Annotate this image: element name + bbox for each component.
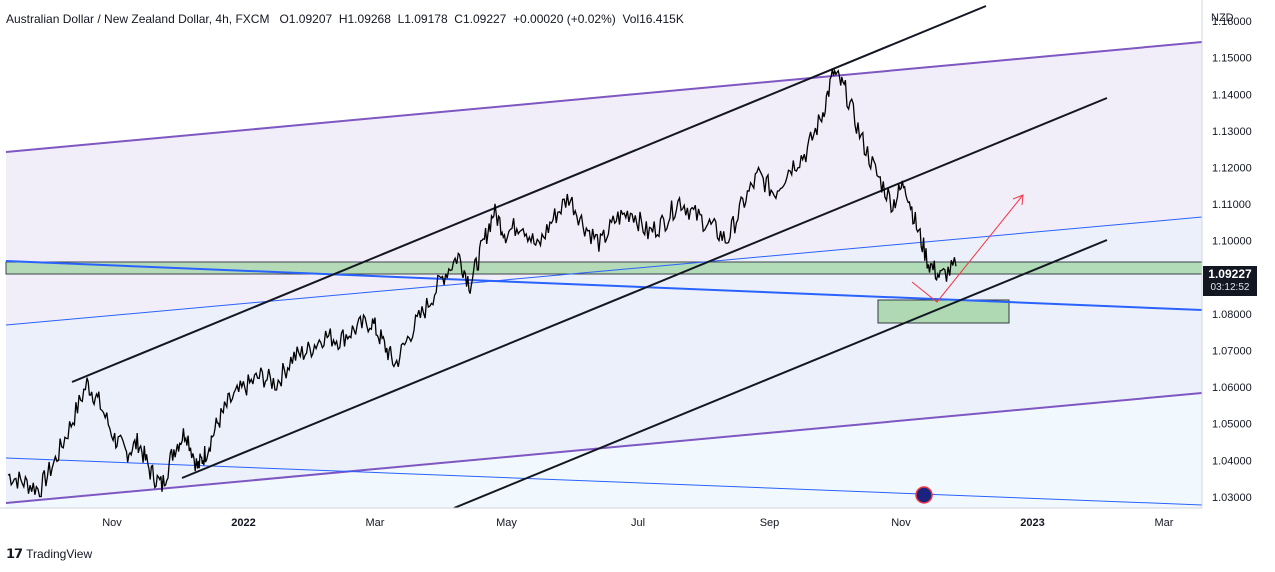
blue-trend-bottom	[5, 457, 1202, 506]
time-tick-label: Nov	[891, 517, 911, 529]
target-zone	[877, 299, 1010, 324]
price-tick-label: 1.05000	[1212, 419, 1252, 431]
tradingview-logo-icon: 𝟭𝟳	[6, 546, 23, 561]
price-tick-label: 1.12000	[1212, 163, 1252, 175]
close-value: C1.09227	[454, 12, 507, 26]
price-tick-label: 1.03000	[1212, 492, 1252, 504]
purple-channel-bottom	[5, 392, 1202, 504]
support-zone	[5, 261, 1202, 275]
brand-label: TradingView	[26, 547, 93, 561]
time-tick-label: Mar	[366, 517, 385, 529]
time-tick-label: 2022	[231, 517, 255, 529]
candle-timer: 03:12:52	[1210, 282, 1250, 293]
price-tick-label: 1.10000	[1212, 236, 1252, 248]
price-tick-label: 1.04000	[1212, 455, 1252, 467]
time-tick-label: May	[496, 517, 517, 529]
price-tick-label: 1.08000	[1212, 309, 1252, 321]
time-tick-label: Nov	[102, 517, 122, 529]
time-tick-label: 2023	[1020, 517, 1044, 529]
black-channel-bottom	[453, 239, 1108, 508]
chart-header: Australian Dollar / New Zealand Dollar, …	[6, 12, 684, 26]
blue-trend-thick	[5, 260, 1202, 311]
time-tick-label: Mar	[1155, 517, 1174, 529]
price-tick-label: 1.16000	[1212, 16, 1252, 28]
lower-blue-fill	[6, 217, 1202, 508]
price-tick-label: 1.14000	[1212, 89, 1252, 101]
last-price-value: 1.09227	[1208, 267, 1252, 281]
projection-arrow	[911, 194, 1024, 303]
projection-arrowhead	[1012, 194, 1024, 206]
time-tick-label: Sep	[760, 517, 780, 529]
low-value: L1.09178	[397, 12, 448, 26]
price-tick-label: 1.15000	[1212, 53, 1252, 65]
time-tick-label: Jul	[631, 517, 645, 529]
black-channel-middle	[181, 97, 1108, 479]
tradingview-logo[interactable]: 𝟭𝟳 TradingView	[6, 546, 92, 562]
australia-flag-icon[interactable]	[915, 486, 933, 504]
open-value: O1.09207	[279, 12, 333, 26]
high-value: H1.09268	[338, 12, 391, 26]
symbol-label: Australian Dollar / New Zealand Dollar, …	[6, 12, 270, 26]
price-line	[7, 68, 957, 498]
time-axis[interactable]: Nov 2022 Mar May Jul Sep Nov 2023 Mar	[102, 517, 1174, 529]
price-tick-label: 1.07000	[1212, 345, 1252, 357]
price-tick-label: 1.13000	[1212, 126, 1252, 138]
black-channel-top	[71, 5, 987, 383]
price-axis[interactable]: 1.16000 1.15000 1.14000 1.13000 1.12000 1.110…	[1212, 16, 1252, 504]
purple-channel-top	[5, 41, 1202, 153]
last-price-tag: 1.09227 03:12:52	[1203, 266, 1257, 296]
price-tick-label: 1.11000	[1212, 199, 1251, 211]
price-tick-label: 1.06000	[1212, 382, 1252, 394]
blue-trend-thin	[5, 216, 1202, 326]
currency-label: NZD	[1211, 12, 1234, 24]
change-value: +0.00020 (+0.02%)	[513, 12, 616, 26]
volume-value: Vol16.415K	[622, 12, 684, 26]
